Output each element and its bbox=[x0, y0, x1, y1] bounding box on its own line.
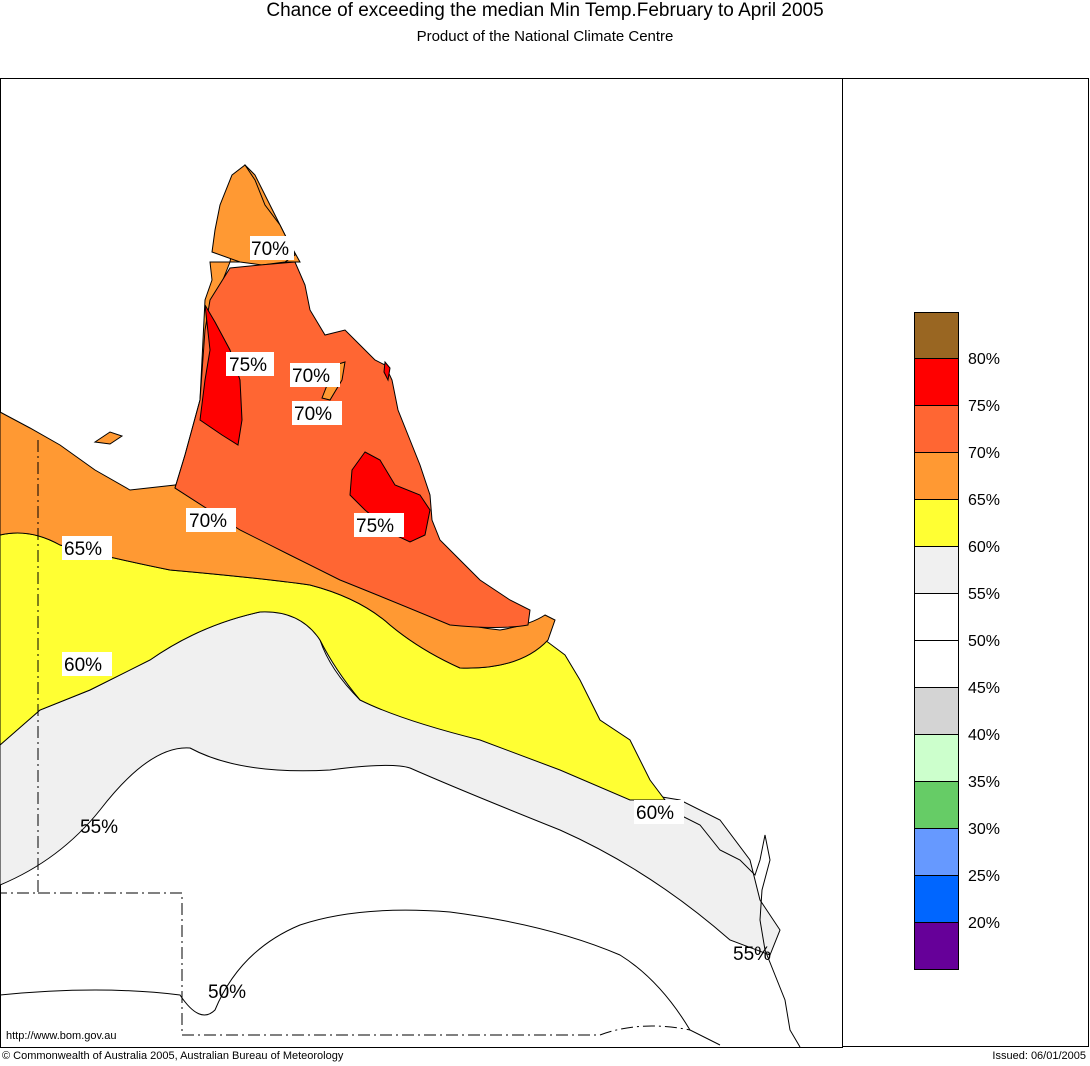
contour-label: 70% bbox=[189, 511, 227, 532]
contour-label: 60% bbox=[64, 655, 102, 676]
legend-label: 20% bbox=[968, 915, 1001, 932]
copyright-text: © Commonwealth of Australia 2005, Austra… bbox=[2, 1050, 344, 1062]
legend-swatch bbox=[914, 359, 959, 406]
legend-label: 80% bbox=[968, 351, 1001, 368]
region-75-80-west bbox=[199, 304, 243, 446]
legend-swatch bbox=[914, 876, 959, 923]
legend-swatch bbox=[914, 500, 959, 547]
legend-label: 30% bbox=[968, 821, 1001, 838]
legend-label: 35% bbox=[968, 774, 1001, 791]
contour-label: 55% bbox=[80, 817, 118, 838]
legend-label: 70% bbox=[968, 445, 1001, 462]
source-url[interactable]: http://www.bom.gov.au bbox=[6, 1030, 117, 1042]
region-75-80-east bbox=[349, 451, 431, 543]
legend-swatch bbox=[914, 735, 959, 782]
contour-label: 70% bbox=[251, 239, 289, 260]
legend-label: 55% bbox=[968, 586, 1001, 603]
legend-swatch bbox=[914, 782, 959, 829]
contour-label: 60% bbox=[636, 803, 674, 824]
legend-swatch bbox=[914, 829, 959, 876]
legend-label: 45% bbox=[968, 680, 1001, 697]
contour-label: 75% bbox=[356, 516, 394, 537]
issued-date: Issued: 06/01/2005 bbox=[992, 1050, 1086, 1062]
legend-label: 40% bbox=[968, 727, 1001, 744]
contour-label: 50% bbox=[208, 982, 246, 1003]
legend-swatch bbox=[914, 453, 959, 500]
map-title: Chance of exceeding the median Min Temp.… bbox=[266, 0, 824, 21]
contour-50 bbox=[0, 909, 721, 1046]
legend-swatch bbox=[914, 312, 959, 359]
contour-label: 55% bbox=[733, 944, 771, 965]
legend-swatch bbox=[914, 594, 959, 641]
legend-swatch bbox=[914, 547, 959, 594]
contour-label: 70% bbox=[292, 366, 330, 387]
contour-label: 75% bbox=[229, 355, 267, 376]
state-border bbox=[0, 440, 691, 1036]
map-area: 70% 75% 70% 70% 70% 75% 65% 60% 55% 60% … bbox=[0, 78, 843, 1048]
legend-label: 50% bbox=[968, 633, 1001, 650]
legend-label: 60% bbox=[968, 539, 1001, 556]
legend-swatch bbox=[914, 923, 959, 970]
contour-label-group: 70% 75% 70% 70% 70% 75% 65% 60% 55% 60% … bbox=[62, 236, 771, 1003]
contour-label: 65% bbox=[64, 539, 102, 560]
legend-label: 25% bbox=[968, 868, 1001, 885]
legend-label: 65% bbox=[968, 492, 1001, 509]
region-75-80-small bbox=[383, 360, 391, 382]
legend-panel bbox=[842, 78, 1089, 1047]
coastline-south bbox=[664, 799, 801, 1048]
legend-swatch bbox=[914, 406, 959, 453]
map-subtitle: Product of the National Climate Centre bbox=[416, 28, 674, 45]
contour-label: 70% bbox=[294, 404, 332, 425]
island bbox=[93, 431, 124, 445]
legend-color-scale bbox=[914, 312, 959, 970]
legend-swatch bbox=[914, 641, 959, 688]
legend-swatch bbox=[914, 688, 959, 735]
legend-label: 75% bbox=[968, 398, 1001, 415]
